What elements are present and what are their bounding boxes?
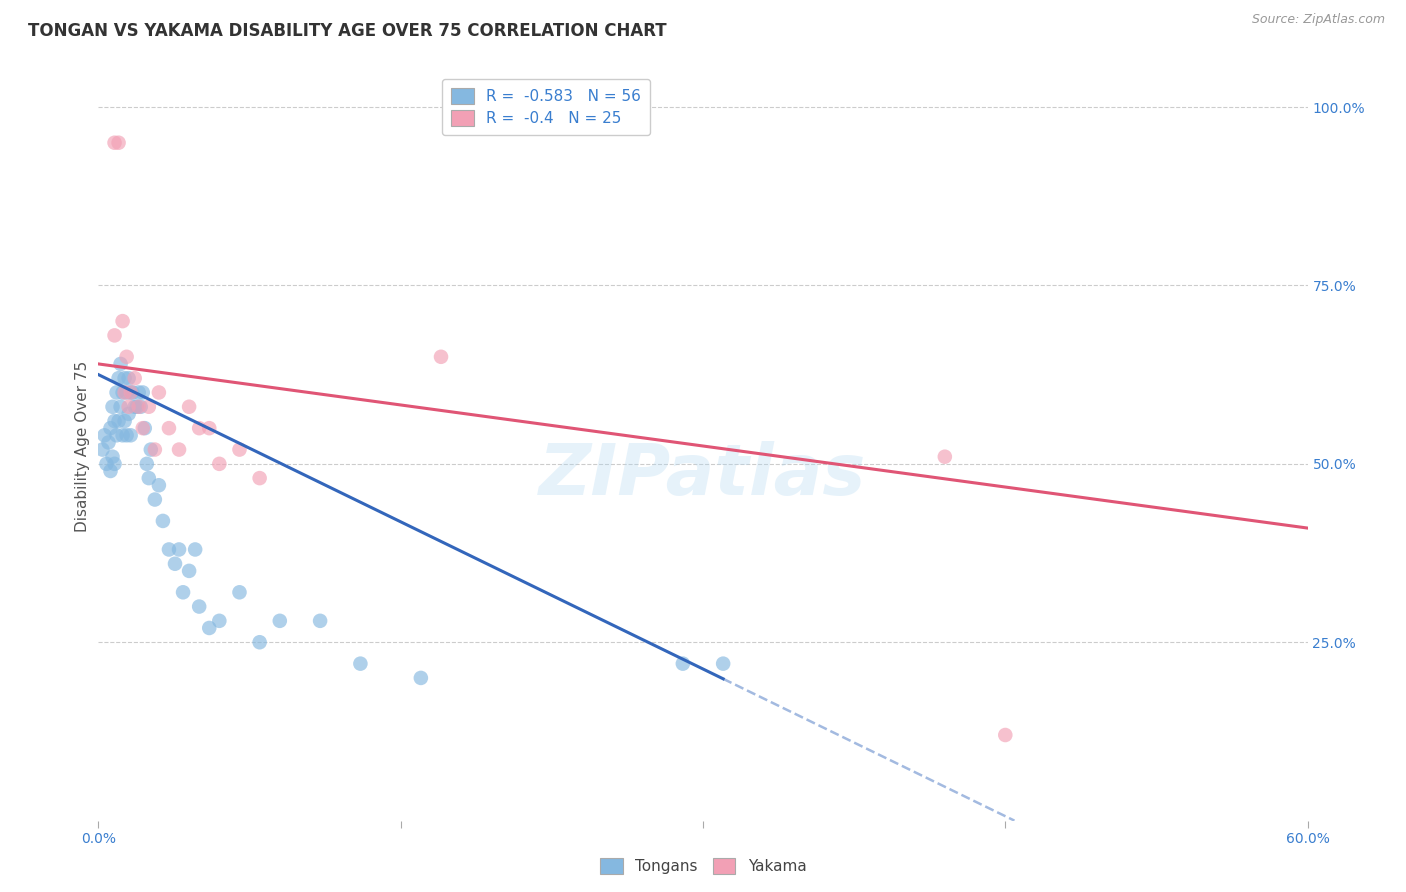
Point — [208, 614, 231, 628]
Point — [100, 464, 122, 478]
Text: TONGAN VS YAKAMA DISABILITY AGE OVER 75 CORRELATION CHART: TONGAN VS YAKAMA DISABILITY AGE OVER 75 … — [28, 22, 666, 40]
Point — [121, 385, 143, 400]
Point — [188, 421, 211, 435]
Point — [430, 350, 453, 364]
Point — [134, 421, 156, 435]
Point — [114, 371, 136, 385]
Point — [129, 400, 152, 414]
Point — [103, 328, 125, 343]
Point — [103, 457, 125, 471]
Point — [124, 400, 146, 414]
Text: ZIPatlas: ZIPatlas — [540, 442, 866, 510]
Point — [135, 457, 157, 471]
Point — [138, 471, 160, 485]
Point — [309, 614, 332, 628]
Point — [93, 428, 115, 442]
Point — [101, 450, 124, 464]
Point — [100, 421, 122, 435]
Point — [711, 657, 734, 671]
Point — [269, 614, 291, 628]
Point — [114, 385, 136, 400]
Point — [105, 385, 128, 400]
Point — [118, 371, 141, 385]
Point — [96, 457, 118, 471]
Point — [138, 400, 160, 414]
Point — [120, 428, 142, 442]
Point — [157, 421, 180, 435]
Point — [125, 400, 148, 414]
Point — [91, 442, 114, 457]
Point — [184, 542, 207, 557]
Point — [148, 478, 170, 492]
Point — [128, 400, 150, 414]
Text: Source: ZipAtlas.com: Source: ZipAtlas.com — [1251, 13, 1385, 27]
Point — [132, 385, 155, 400]
Point — [120, 385, 142, 400]
Point — [934, 450, 956, 464]
Point — [111, 314, 134, 328]
Point — [139, 442, 162, 457]
Point — [111, 428, 134, 442]
Point — [107, 414, 129, 428]
Point — [188, 599, 211, 614]
Point — [107, 136, 129, 150]
Point — [115, 385, 138, 400]
Point — [179, 564, 201, 578]
Point — [124, 371, 146, 385]
Point — [152, 514, 174, 528]
Point — [143, 492, 166, 507]
Point — [228, 442, 250, 457]
Point — [148, 385, 170, 400]
Point — [179, 400, 201, 414]
Point — [228, 585, 250, 599]
Point — [103, 136, 125, 150]
Point — [132, 421, 155, 435]
Point — [409, 671, 432, 685]
Point — [128, 385, 150, 400]
Point — [163, 557, 186, 571]
Point — [114, 414, 136, 428]
Point — [172, 585, 194, 599]
Point — [101, 400, 124, 414]
Point — [107, 371, 129, 385]
Point — [208, 457, 231, 471]
Point — [115, 350, 138, 364]
Legend: Tongans, Yakama: Tongans, Yakama — [593, 852, 813, 880]
Point — [198, 421, 221, 435]
Point — [103, 414, 125, 428]
Point — [111, 385, 134, 400]
Point — [994, 728, 1017, 742]
Point — [118, 400, 141, 414]
Point — [157, 542, 180, 557]
Point — [198, 621, 221, 635]
Point — [120, 385, 142, 400]
Point — [110, 400, 132, 414]
Point — [105, 428, 128, 442]
Point — [115, 428, 138, 442]
Point — [118, 407, 141, 421]
Point — [249, 471, 271, 485]
Point — [167, 542, 190, 557]
Point — [672, 657, 695, 671]
Point — [249, 635, 271, 649]
Point — [143, 442, 166, 457]
Point — [110, 357, 132, 371]
Point — [97, 435, 120, 450]
Point — [167, 442, 190, 457]
Point — [349, 657, 371, 671]
Y-axis label: Disability Age Over 75: Disability Age Over 75 — [75, 360, 90, 532]
